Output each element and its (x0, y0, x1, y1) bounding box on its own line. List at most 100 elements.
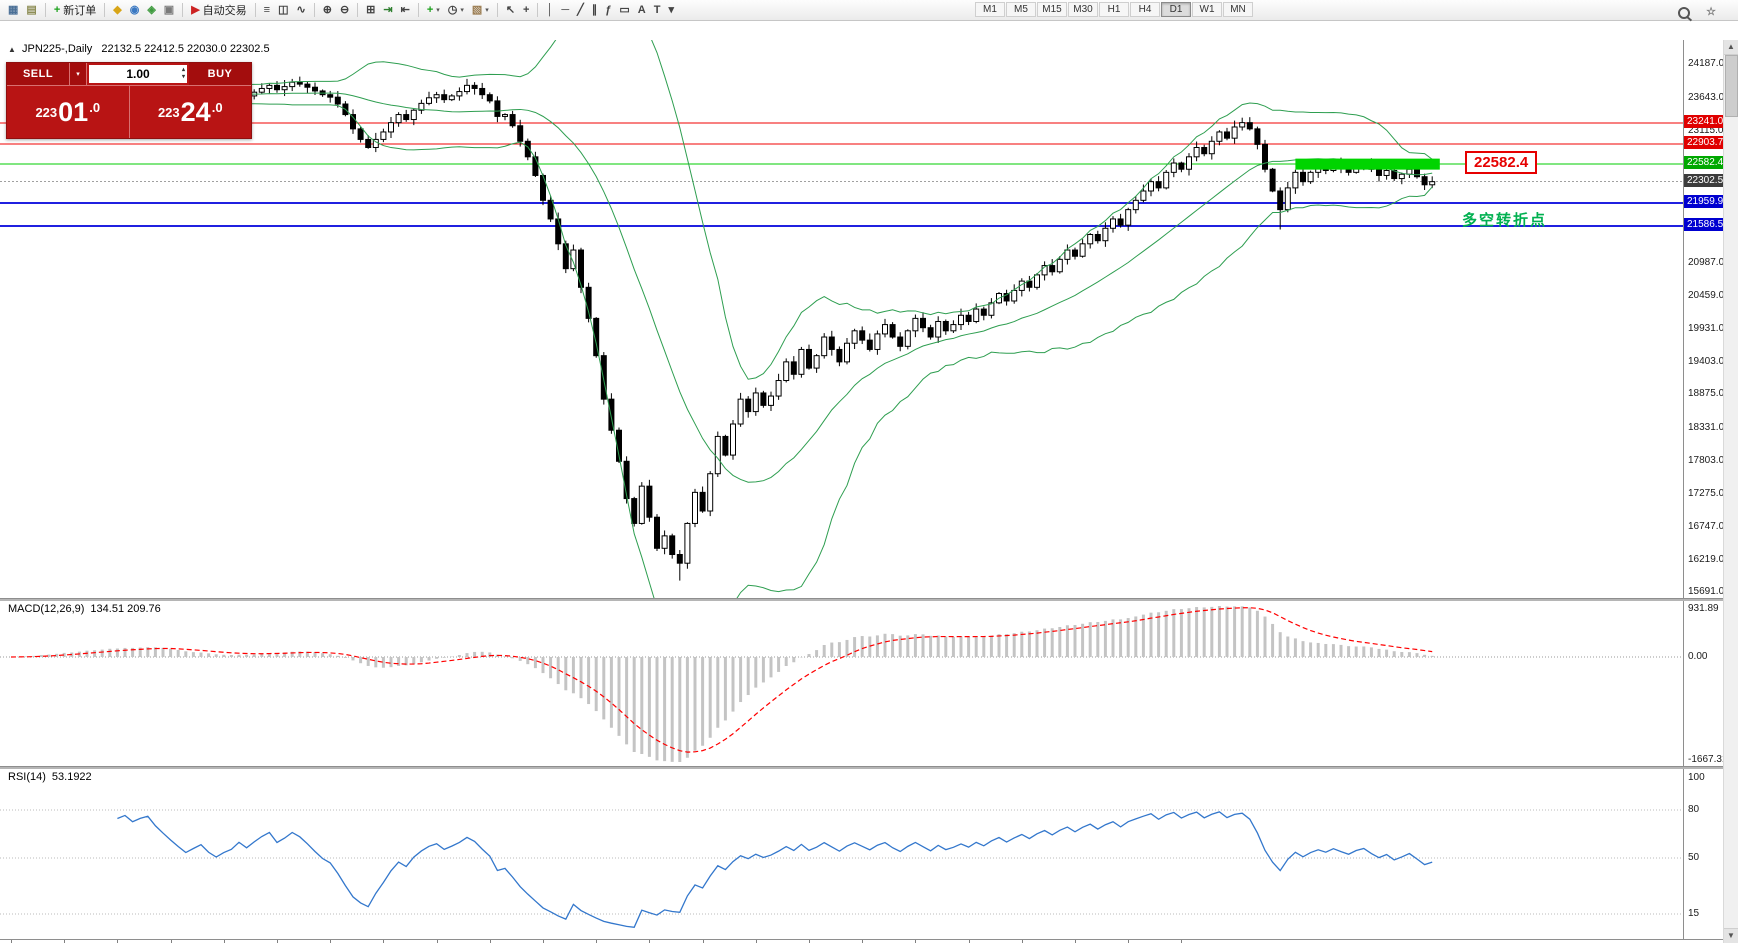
auto-scroll-icon[interactable]: ⇥ (379, 1, 396, 20)
date-tick (809, 940, 810, 943)
timeframe-button-M30[interactable]: M30 (1068, 2, 1098, 17)
periods-button: ◷ (447, 3, 458, 16)
date-tick (702, 940, 704, 943)
rsi-axis-label: 15 (1688, 908, 1700, 919)
horizontal-line-icon[interactable]: ─ (557, 1, 573, 20)
auto-scroll-icon: ⇥ (383, 3, 393, 16)
price-tick-label: 17803.0 (1688, 455, 1725, 467)
date-tick (489, 940, 491, 943)
main-chart-canvas[interactable] (0, 40, 1683, 598)
objects-dropdown-icon: ▾ (668, 3, 675, 16)
macd-axis-label: 0.00 (1688, 651, 1708, 662)
price-tag: 22903.7 (1684, 136, 1725, 150)
macd-axis-label: -1667.31 (1688, 754, 1728, 765)
bars-chart-icon: ≡ (263, 3, 271, 16)
panel-resize-separator-macd[interactable] (0, 598, 1738, 601)
date-tick (1181, 940, 1183, 943)
price-tick-label: 20987.0 (1688, 257, 1725, 269)
price-tick-label: 20459.0 (1688, 290, 1725, 302)
sell-price-prefix: 223 (35, 104, 58, 120)
vertical-scrollbar[interactable]: ▲ ▼ (1723, 40, 1738, 943)
sell-price-panel[interactable]: 223 01.0 (7, 86, 129, 138)
data-window-icon[interactable]: ◉ (126, 1, 144, 20)
macd-canvas[interactable] (0, 600, 1683, 766)
buy-price-panel[interactable]: 223 24.0 (128, 86, 252, 138)
candlestick-chart-icon: ◫ (278, 3, 289, 16)
tile-windows-icon[interactable]: ⊞ (362, 1, 379, 20)
line-chart-icon[interactable]: ∿ (293, 1, 310, 20)
vertical-line-icon[interactable]: │ (542, 1, 557, 20)
timeframe-button-W1[interactable]: W1 (1192, 2, 1222, 17)
objects-dropdown-icon[interactable]: ▾ (664, 1, 678, 20)
date-tick (117, 940, 119, 943)
date-tick (1128, 940, 1130, 943)
cursor-icon[interactable]: ↖ (502, 1, 519, 20)
market-watch-icon[interactable]: ◆ (109, 1, 125, 20)
order-type-dropdown[interactable]: ▾ (69, 63, 87, 85)
timeframe-button-M5[interactable]: M5 (1006, 2, 1036, 17)
magnifier-icon (1678, 6, 1691, 19)
sell-button[interactable]: SELL (7, 63, 69, 85)
new-order-button[interactable]: + 新订单 (50, 1, 100, 20)
new-order-button: + (53, 3, 61, 16)
channel-icon: ∥ (591, 3, 598, 16)
favorites-icon[interactable]: ☆ (1702, 3, 1720, 22)
timeframe-button-H4[interactable]: H4 (1130, 2, 1160, 17)
timeframe-button-D1[interactable]: D1 (1161, 2, 1191, 17)
timeframe-button-M1[interactable]: M1 (975, 2, 1005, 17)
volume-spinner[interactable]: ▴ ▾ (181, 67, 185, 80)
profiles-icon[interactable]: ▤ (22, 1, 40, 20)
chart-header: ▲ JPN225-,Daily 22132.5 22412.5 22030.0 … (8, 43, 270, 55)
fibonacci-icon[interactable]: ƒ (601, 1, 615, 20)
chart-shift-icon[interactable]: ⇤ (397, 1, 414, 20)
indicators-button[interactable]: + ▾ (423, 1, 444, 20)
date-tick (11, 940, 12, 943)
scroll-down-arrow[interactable]: ▼ (1724, 928, 1738, 943)
rsi-canvas[interactable] (0, 768, 1683, 939)
zoom-out-icon[interactable]: ⊖ (336, 1, 353, 20)
navigator-icon[interactable]: ◈ (143, 1, 159, 20)
channel-icon[interactable]: ∥ (588, 1, 602, 20)
price-tick-label: 23115.0 (1688, 125, 1724, 137)
date-tick (543, 940, 544, 943)
rsi-axis-label: 80 (1688, 804, 1700, 815)
timeframe-button-MN[interactable]: MN (1223, 2, 1253, 17)
bars-chart-icon[interactable]: ≡ (260, 1, 274, 20)
tile-windows-icon: ⊞ (366, 3, 376, 16)
date-tick (968, 940, 970, 943)
new-chart-icon[interactable]: ▦ (4, 1, 22, 20)
price-callout[interactable]: 22582.4 (1465, 151, 1538, 174)
auto-trading-button[interactable]: ▶ 自动交易 (187, 1, 250, 20)
one-click-prices: 223 01.0 223 24.0 (7, 86, 251, 138)
volume-value: 1.00 (126, 67, 150, 81)
templates-button[interactable]: ▧ ▾ (468, 1, 493, 20)
crosshair-icon[interactable]: + (519, 1, 533, 20)
turning-point-label[interactable]: 多空转折点 (1462, 212, 1548, 229)
horizontal-line-icon: ─ (561, 3, 570, 16)
price-axis[interactable]: 24187.0 23643.0 23115.0 20987.0 20459.0 19931… (1683, 40, 1728, 943)
timeframe-button-M15[interactable]: M15 (1037, 2, 1067, 17)
chevron-down-icon: ▾ (460, 7, 464, 14)
terminal-icon[interactable]: ▣ (160, 1, 178, 20)
scroll-thumb[interactable] (1725, 55, 1738, 117)
timeframe-button-H1[interactable]: H1 (1099, 2, 1129, 17)
buy-button[interactable]: BUY (189, 63, 251, 85)
price-tick-label: 19403.0 (1688, 355, 1725, 367)
text-icon[interactable]: A (634, 1, 650, 20)
zoom-out-icon: ⊖ (339, 3, 350, 16)
candlestick-chart-icon[interactable]: ◫ (274, 1, 292, 20)
periods-button[interactable]: ◷ ▾ (444, 1, 468, 20)
price-tick-label: 15691.0 (1688, 586, 1725, 598)
time-axis[interactable]: 5 Dec 201915 Dec 201924 Dec 20192 Jan 20… (0, 939, 1724, 943)
chevron-down-icon: ▾ (485, 7, 489, 14)
terminal-icon: ▣ (163, 3, 175, 16)
panel-resize-separator-rsi[interactable] (0, 766, 1738, 769)
volume-input[interactable]: 1.00 ▴ ▾ (89, 65, 187, 83)
scroll-up-arrow[interactable]: ▲ (1724, 40, 1738, 55)
zoom-in-icon[interactable]: ⊕ (319, 1, 336, 20)
shapes-icon[interactable]: ▭ (615, 1, 633, 20)
toolbar-separator (104, 3, 106, 17)
search-icon[interactable] (1674, 3, 1694, 22)
label-icon[interactable]: T (650, 1, 665, 20)
trendline-icon[interactable]: ╱ (573, 1, 588, 20)
